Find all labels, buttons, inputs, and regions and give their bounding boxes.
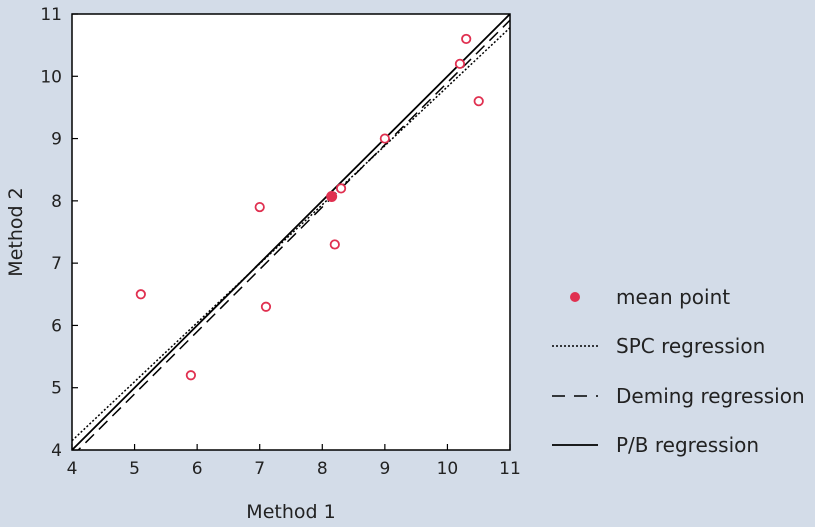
y-tick-label: 5 bbox=[51, 379, 62, 399]
data-point bbox=[454, 58, 466, 69]
x-tick-label: 4 bbox=[67, 459, 78, 479]
legend-mean-point-marker bbox=[570, 292, 580, 302]
deming-regression-line bbox=[77, 19, 510, 450]
data-point bbox=[254, 201, 265, 213]
data-point bbox=[473, 96, 484, 107]
legend-label: mean point bbox=[616, 285, 730, 309]
y-tick-label: 10 bbox=[40, 67, 62, 87]
y-tick-label: 7 bbox=[51, 254, 62, 274]
x-tick-label: 7 bbox=[254, 459, 265, 479]
x-tick-label: 8 bbox=[317, 459, 328, 479]
data-points bbox=[135, 33, 484, 381]
x-axis-title: Method 1 bbox=[246, 501, 335, 523]
y-tick-label: 11 bbox=[40, 5, 62, 25]
spc-regression-line bbox=[72, 27, 510, 442]
x-tick-label: 5 bbox=[129, 459, 140, 479]
data-point bbox=[135, 289, 146, 300]
axis-ticks: 4 5 6 7 8 9 10 11 4 5 6 7 8 9 10 11 bbox=[40, 5, 520, 479]
legend: mean point SPC regression Deming regressio… bbox=[552, 285, 805, 457]
y-axis-title: Method 2 bbox=[5, 187, 27, 276]
mean-point bbox=[326, 190, 338, 202]
data-point bbox=[335, 183, 347, 194]
data-point bbox=[379, 133, 390, 144]
data-point bbox=[329, 239, 340, 250]
regression-lines bbox=[72, 14, 510, 450]
data-point bbox=[461, 33, 472, 45]
x-tick-label: 9 bbox=[379, 459, 390, 479]
p-b-regression-line bbox=[72, 14, 510, 450]
legend-label: P/B regression bbox=[616, 433, 759, 457]
x-tick-label: 10 bbox=[437, 459, 459, 479]
y-tick-label: 8 bbox=[51, 192, 62, 212]
x-tick-label: 6 bbox=[192, 459, 203, 479]
legend-label: SPC regression bbox=[616, 334, 765, 358]
x-tick-label: 11 bbox=[499, 459, 521, 479]
y-tick-label: 9 bbox=[51, 130, 62, 150]
legend-label: Deming regression bbox=[616, 384, 805, 408]
data-point bbox=[260, 301, 272, 312]
y-tick-label: 6 bbox=[51, 316, 62, 336]
data-point bbox=[185, 370, 196, 381]
y-tick-label: 4 bbox=[51, 441, 62, 461]
